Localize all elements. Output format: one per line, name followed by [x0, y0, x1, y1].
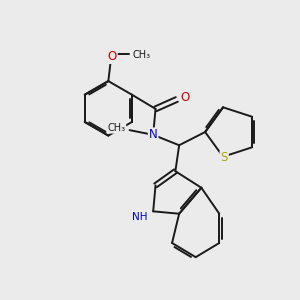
Text: N: N — [149, 128, 158, 141]
Text: O: O — [108, 50, 117, 63]
Text: S: S — [220, 151, 228, 164]
Text: O: O — [181, 91, 190, 103]
Text: CH₃: CH₃ — [132, 50, 151, 60]
Text: CH₃: CH₃ — [107, 123, 125, 133]
Text: NH: NH — [132, 212, 148, 222]
